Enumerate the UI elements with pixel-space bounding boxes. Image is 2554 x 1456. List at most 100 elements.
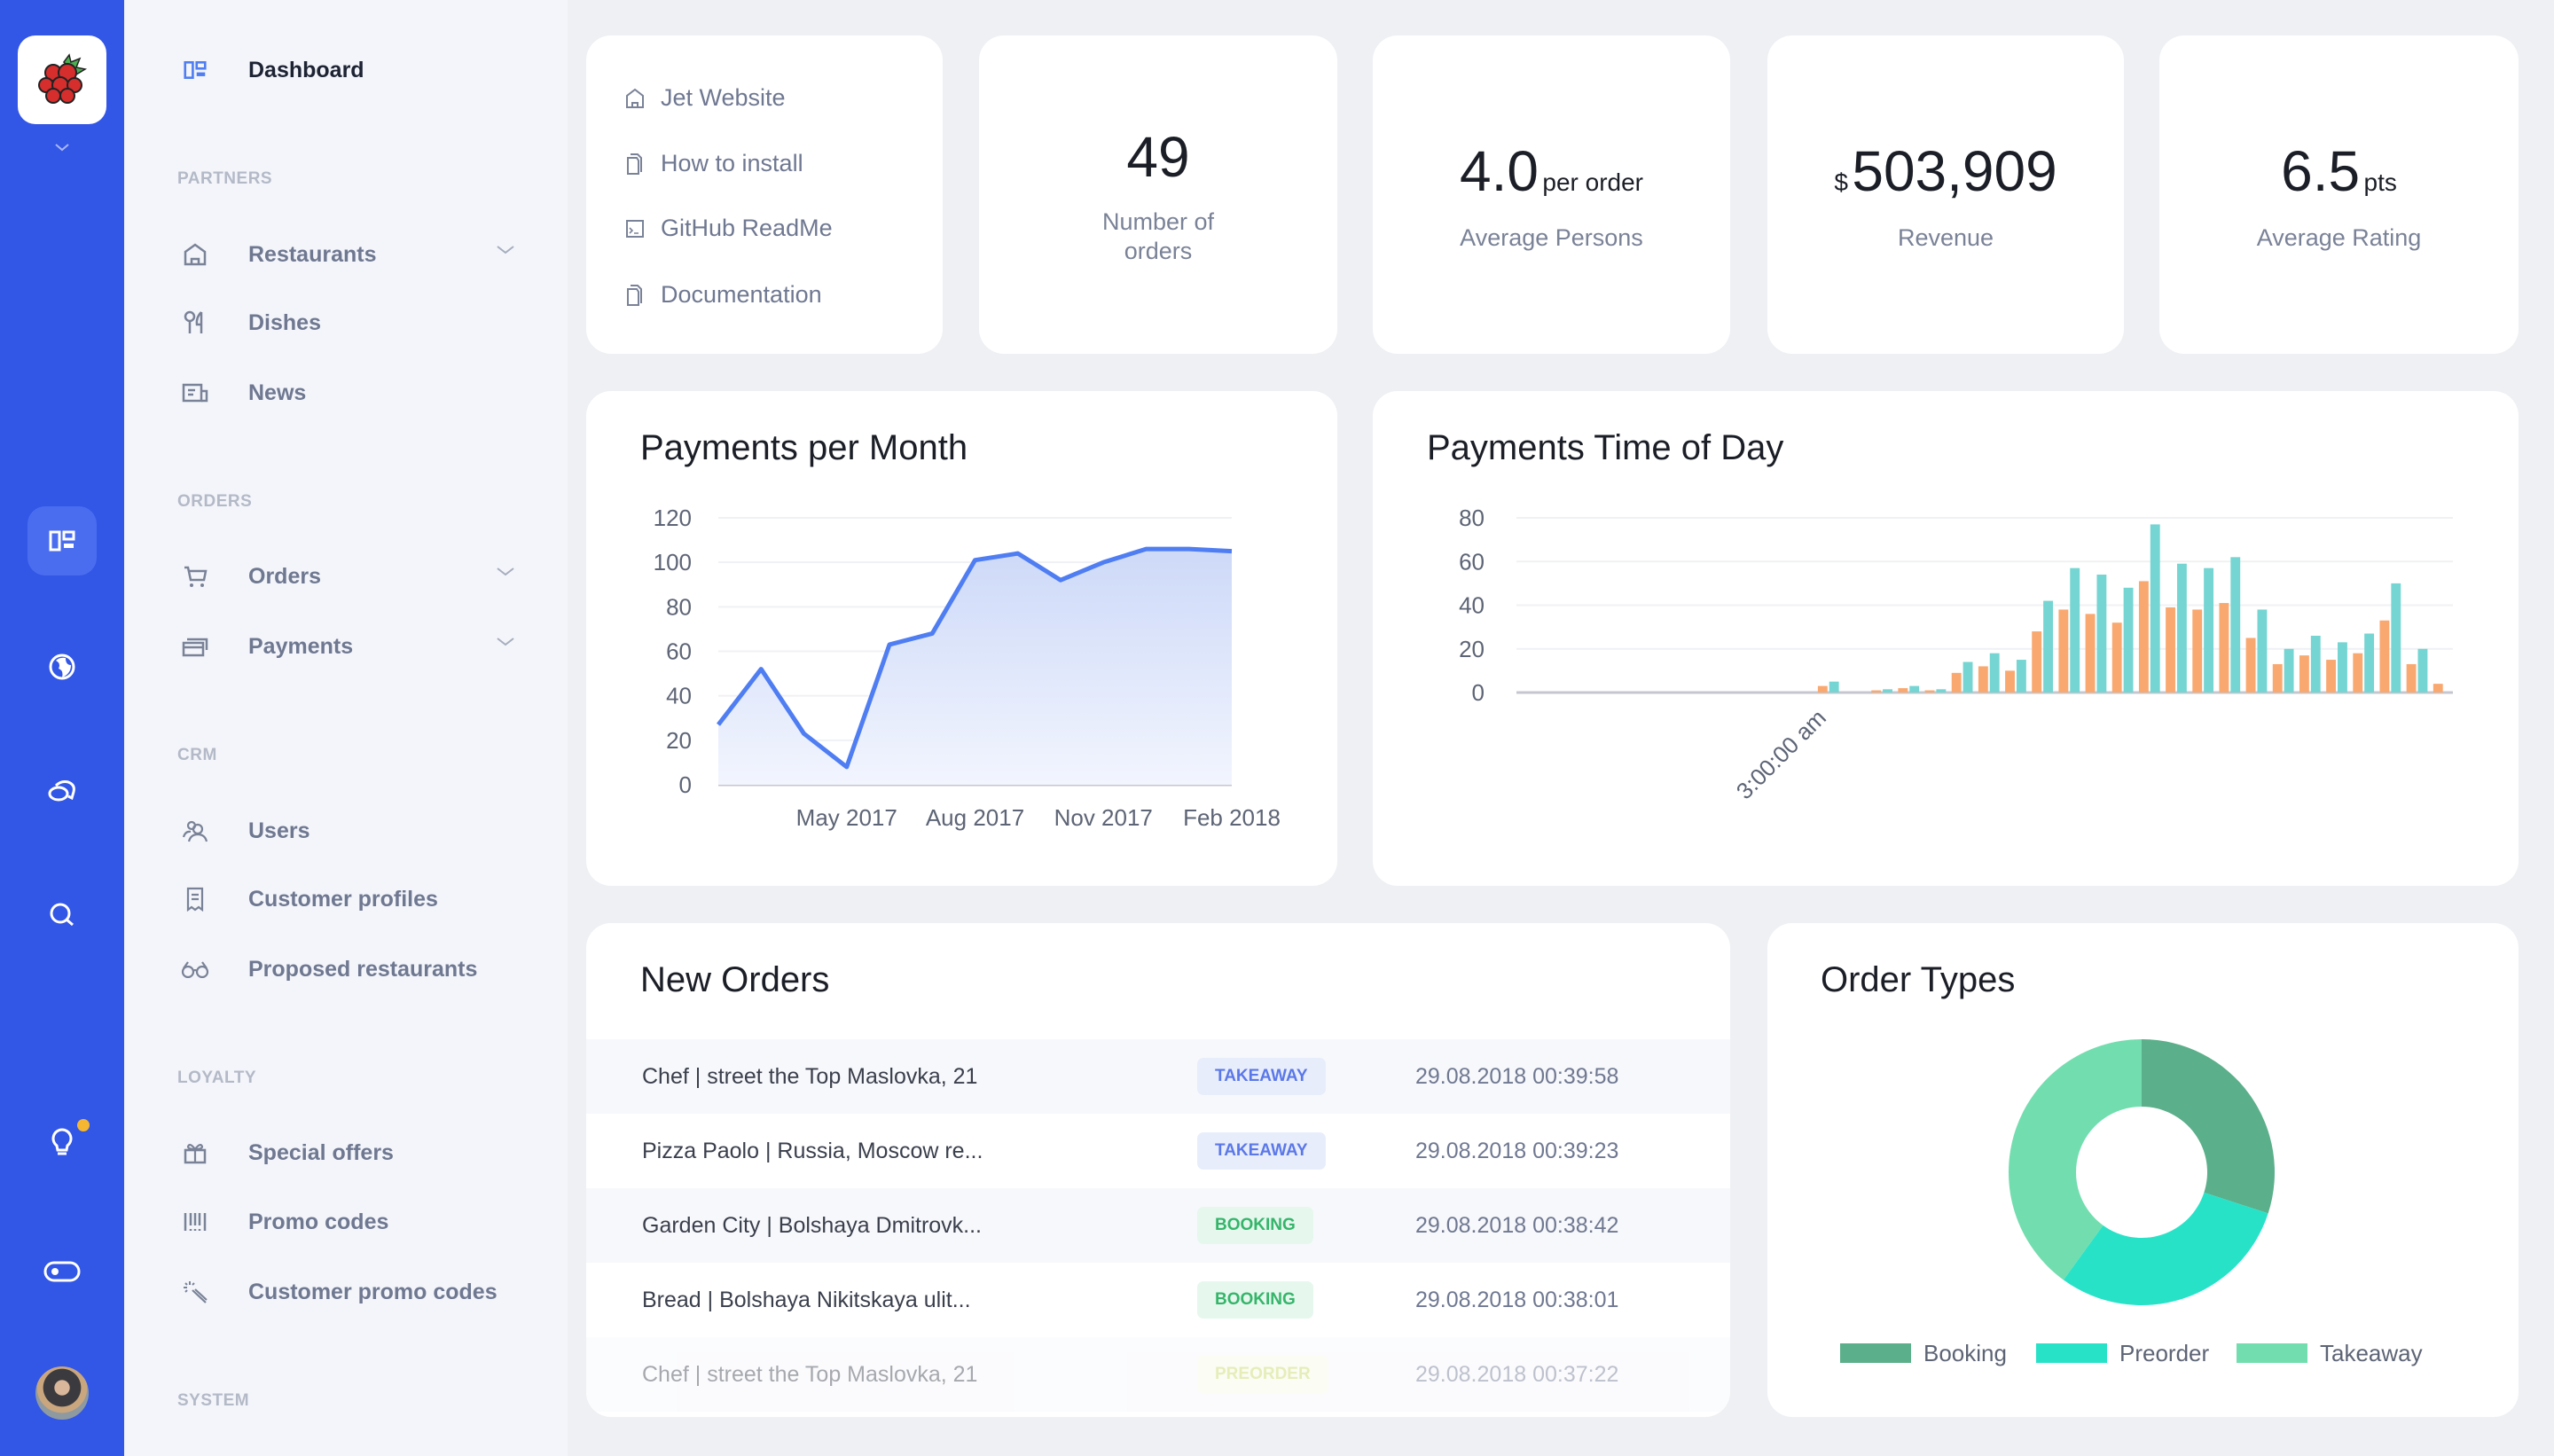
order-types-chart: Booking Preorder Takeaway xyxy=(1840,1039,2423,1366)
currency-symbol: $ xyxy=(1834,168,1848,196)
y-tick-label: 0 xyxy=(1472,679,1485,706)
link-jet-website[interactable]: Jet Website xyxy=(625,84,786,112)
bar xyxy=(2005,670,2015,693)
order-restaurant: Pizza Paolo | Russia, Moscow re... xyxy=(642,1138,983,1163)
table-row[interactable]: Pizza Paolo | Russia, Moscow re... TAKEAW… xyxy=(586,1114,1730,1188)
kpi-unit: pts xyxy=(2363,168,2397,196)
sidebar-item-restaurants[interactable]: Restaurants xyxy=(177,228,541,281)
sidebar-item-special-offers[interactable]: Special offers xyxy=(177,1126,541,1179)
sidebar-item-customer-promo-codes[interactable]: Customer promo codes xyxy=(177,1265,541,1319)
sidebar-item-label: Special offers xyxy=(248,1139,394,1165)
avatar[interactable] xyxy=(35,1366,89,1420)
table-row[interactable]: Chef | street the Top Maslovka, 21 PREORD… xyxy=(586,1337,1730,1412)
pie-slice xyxy=(2142,1039,2275,1214)
y-tick-label: 60 xyxy=(1459,548,1485,575)
sidebar-item-dishes[interactable]: Dishes xyxy=(177,296,541,349)
news-icon xyxy=(182,383,208,403)
kpi-label: Number of orders xyxy=(1101,208,1215,264)
order-date: 29.08.2018 00:39:23 xyxy=(1415,1138,1619,1163)
bar xyxy=(1989,653,2000,693)
table-row[interactable]: Bread | Bolshaya Nikitskaya ulit... BOOKI… xyxy=(586,1263,1730,1337)
sidebar-item-news[interactable]: News xyxy=(177,366,541,419)
link-documentation[interactable]: Documentation xyxy=(625,281,822,309)
bar xyxy=(2043,600,2053,693)
rail-search-button[interactable] xyxy=(27,881,97,950)
rail-dashboard-button[interactable] xyxy=(27,506,97,575)
x-tick-label: Nov 2017 xyxy=(1054,804,1153,831)
sidebar-item-promo-codes[interactable]: Promo codes xyxy=(177,1195,541,1249)
bar xyxy=(2058,609,2069,693)
sidebar-item-dashboard[interactable]: Dashboard xyxy=(177,43,541,97)
bar xyxy=(2230,557,2241,693)
kpi-revenue: $ 503,909 Revenue xyxy=(1767,35,2124,354)
globe-icon xyxy=(49,654,75,680)
section-system: SYSTEM xyxy=(177,1391,250,1410)
bar xyxy=(2096,575,2107,693)
y-tick-label: 80 xyxy=(666,593,692,620)
bar xyxy=(2326,660,2337,693)
link-github-readme[interactable]: GitHub ReadMe xyxy=(625,215,833,242)
bar xyxy=(1829,681,1839,693)
receipt-icon xyxy=(186,887,204,912)
bar xyxy=(1909,685,1920,693)
sidebar-item-label: Users xyxy=(248,818,310,843)
payments-time-of-day-card: Payments Time of Day 0 20 40 60 80 3:00:00 am xyxy=(1373,391,2519,886)
rail-toggle-button[interactable] xyxy=(27,1237,97,1306)
order-date: 29.08.2018 00:38:42 xyxy=(1415,1212,1619,1238)
bar xyxy=(2272,663,2283,693)
notification-dot xyxy=(77,1119,90,1131)
chevron-down-icon[interactable] xyxy=(495,566,516,578)
sidebar-item-label: Orders xyxy=(248,563,321,589)
payments-time-of-day-chart: 0 20 40 60 80 3:00:00 am xyxy=(1459,505,2453,804)
order-restaurant: Chef | street the Top Maslovka, 21 xyxy=(642,1063,978,1089)
bar xyxy=(2166,607,2175,693)
bar xyxy=(1978,666,1988,693)
chevron-down-icon[interactable] xyxy=(495,636,516,648)
sidebar-item-proposed-restaurants[interactable]: Proposed restaurants xyxy=(177,943,541,996)
sidebar-item-payments[interactable]: Payments xyxy=(177,620,541,673)
kpi-value: 6.5 xyxy=(2281,139,2361,203)
rail-globe-button[interactable] xyxy=(27,632,97,701)
sidebar-item-label: Customer promo codes xyxy=(248,1279,497,1304)
sidebar-item-users[interactable]: Users xyxy=(177,804,541,857)
order-date: 29.08.2018 00:37:22 xyxy=(1415,1361,1619,1387)
chevron-down-icon[interactable] xyxy=(495,244,516,256)
bar xyxy=(1883,689,1892,693)
app-logo[interactable] xyxy=(18,35,106,124)
link-label: Jet Website xyxy=(661,84,786,111)
sidebar-item-orders[interactable]: Orders xyxy=(177,550,541,603)
bar xyxy=(2406,663,2417,693)
bar xyxy=(2176,563,2187,693)
bar xyxy=(2245,638,2256,693)
legend-label: Booking xyxy=(1923,1340,2007,1366)
kpi-average-persons: 4.0 per order Average Persons xyxy=(1373,35,1730,354)
kpi-label: Average Persons xyxy=(1460,224,1643,251)
y-tick-label: 40 xyxy=(1459,592,1485,619)
y-tick-label: 100 xyxy=(654,549,692,575)
order-restaurant: Chef | street the Top Maslovka, 21 xyxy=(642,1361,978,1387)
chevron-down-icon[interactable] xyxy=(53,142,71,153)
section-partners: PARTNERS xyxy=(177,169,273,188)
link-how-to-install[interactable]: How to install xyxy=(625,150,803,177)
sidebar-item-customer-profiles[interactable]: Customer profiles xyxy=(177,873,541,926)
terminal-icon xyxy=(626,219,644,238)
chat-icon xyxy=(48,780,75,802)
rail-ideas-button[interactable] xyxy=(27,1108,97,1178)
rail-chat-button[interactable] xyxy=(27,757,97,826)
bar xyxy=(2417,648,2428,693)
table-row[interactable]: Chef | street the Top Maslovka, 21 TAKEAW… xyxy=(586,1039,1730,1114)
payments-per-month-card: Payments per Month 0 20 40 60 80 100 120 May 20… xyxy=(586,391,1337,886)
sidebar-item-label: News xyxy=(248,380,307,405)
sidebar-item-label: Proposed restaurants xyxy=(248,956,478,982)
store-icon xyxy=(184,243,207,266)
order-date: 29.08.2018 00:39:58 xyxy=(1415,1063,1619,1089)
link-label: GitHub ReadMe xyxy=(661,215,833,241)
legend-label: Takeaway xyxy=(2320,1340,2423,1366)
bar xyxy=(2391,583,2401,693)
bar xyxy=(2070,568,2080,693)
sidebar-item-label: Restaurants xyxy=(248,241,377,267)
table-row[interactable]: Garden City | Bolshaya Dmitrovk... BOOKIN… xyxy=(586,1188,1730,1263)
users-icon xyxy=(182,820,208,842)
sidebar-item-label: Dashboard xyxy=(248,57,364,82)
bar xyxy=(2433,684,2443,693)
